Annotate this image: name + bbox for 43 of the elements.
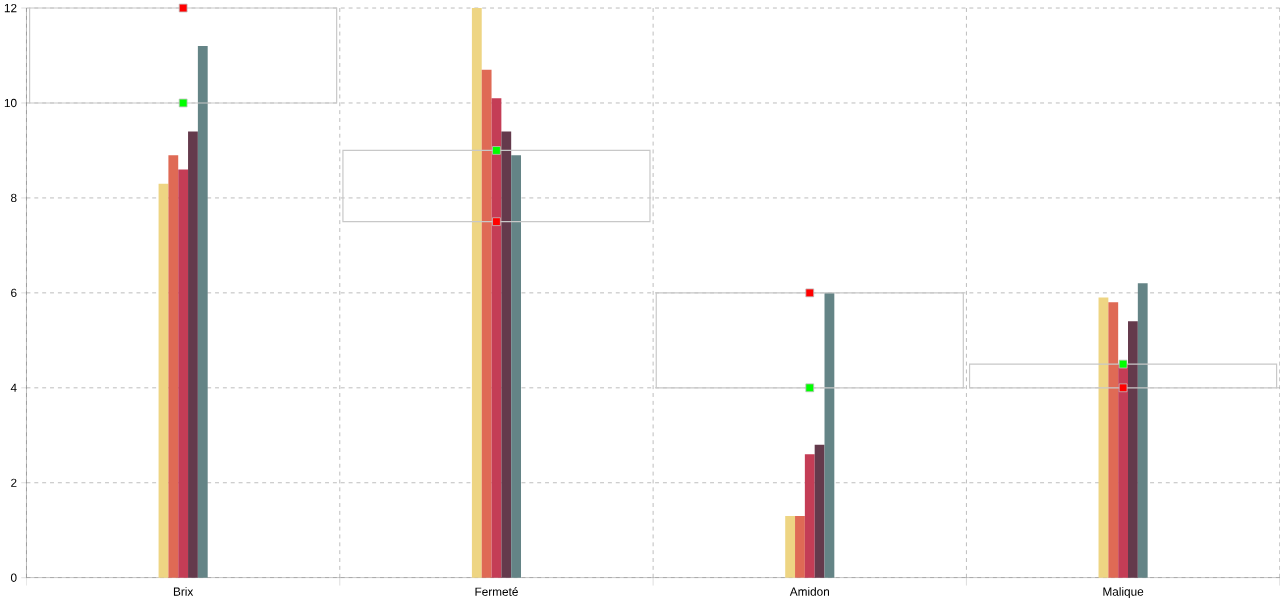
x-tick-label: Amidon — [789, 587, 829, 596]
bar — [197, 46, 208, 578]
bar — [1118, 364, 1128, 578]
bar — [1137, 283, 1148, 578]
point — [805, 383, 815, 393]
bar — [1128, 321, 1138, 578]
bar — [804, 454, 815, 578]
bar — [814, 444, 825, 578]
bar — [795, 515, 805, 578]
x-tick-label: Fermeté — [475, 587, 518, 596]
x-tick-label: Malique — [1103, 587, 1144, 599]
bar — [1108, 302, 1119, 578]
y-tick-label: 0 — [10, 573, 17, 582]
y-tick-label: 10 — [4, 98, 17, 108]
bar — [188, 131, 198, 578]
bar — [968, 363, 1278, 389]
bar — [178, 169, 189, 578]
y-tick-label: 4 — [10, 383, 17, 392]
bar — [1098, 297, 1109, 578]
bar — [29, 7, 338, 104]
point — [805, 288, 815, 298]
point — [1118, 383, 1128, 393]
point — [492, 217, 501, 226]
point — [178, 3, 188, 13]
bar — [501, 131, 512, 578]
y-tick-label: 12 — [4, 3, 17, 13]
bar — [824, 292, 835, 578]
y-tick-label: 8 — [11, 193, 17, 203]
bar — [342, 149, 651, 223]
point — [1118, 359, 1128, 369]
y-tick-label: 6 — [11, 288, 17, 298]
point — [492, 146, 501, 155]
bar — [471, 8, 482, 578]
y-tick-label: 2 — [11, 478, 17, 487]
bar — [511, 155, 522, 578]
bar — [168, 155, 179, 578]
bar — [481, 69, 492, 578]
point — [178, 98, 188, 108]
bar — [491, 98, 502, 578]
bar — [158, 183, 169, 578]
x-tick-label: Brix — [173, 587, 194, 596]
bar — [655, 292, 964, 389]
bar — [785, 515, 796, 578]
